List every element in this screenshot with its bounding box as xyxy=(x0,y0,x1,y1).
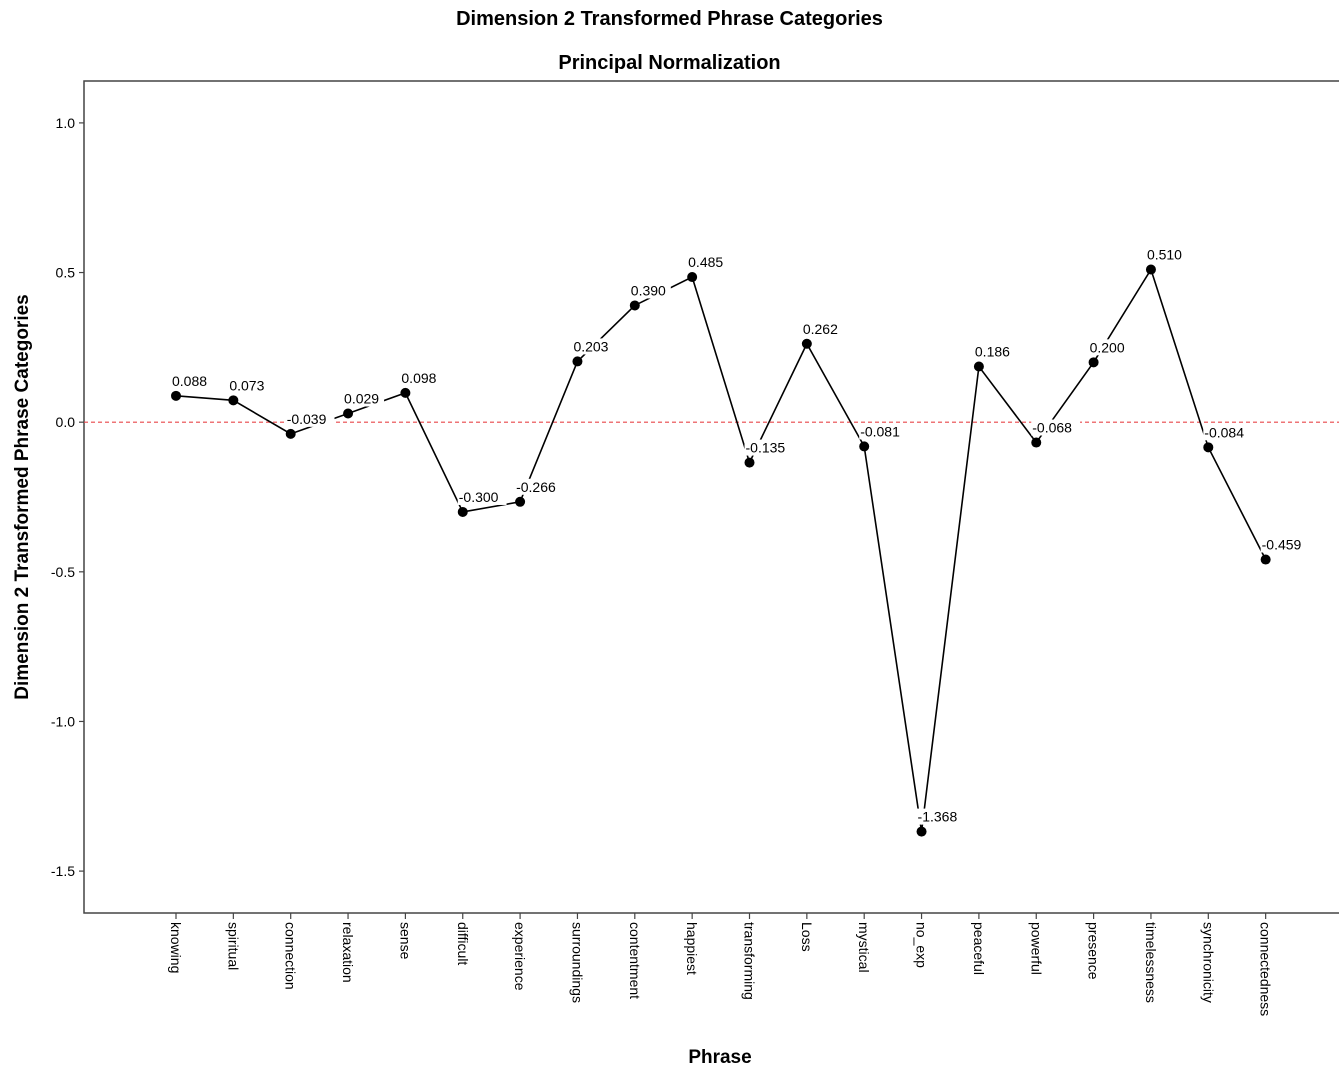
data-point xyxy=(859,441,870,452)
data-point xyxy=(228,395,239,406)
data-label: -0.266 xyxy=(516,479,556,495)
data-label-bg xyxy=(744,439,794,456)
x-axis: knowing spiritual connection relaxation sens… xyxy=(168,913,1274,1016)
x-tick-label: connectedness xyxy=(1258,922,1274,1016)
data-label-bg xyxy=(916,808,966,825)
y-axis: 1.0 0.5 0.0 -0.5 -1.0 -1.5 xyxy=(51,115,84,879)
x-axis-title: Phrase xyxy=(688,1047,751,1068)
data-label-bg xyxy=(973,343,1015,360)
data-label: -0.084 xyxy=(1204,424,1244,440)
data-point xyxy=(1088,357,1099,368)
data-label: 0.186 xyxy=(975,344,1010,360)
data-point xyxy=(916,826,927,837)
data-label: -0.068 xyxy=(1032,420,1072,436)
x-tick-label: relaxation xyxy=(340,922,356,983)
y-tick-label: 0.0 xyxy=(56,414,76,430)
data-label-bg xyxy=(859,423,908,440)
data-point xyxy=(629,300,640,311)
x-tick-label: no_exp xyxy=(914,922,930,968)
y-axis-title: Dimension 2 Transformed Phrase Categorie… xyxy=(12,294,33,699)
data-label: 0.073 xyxy=(229,377,264,393)
data-point xyxy=(400,387,411,398)
x-tick-label: surroundings xyxy=(569,922,585,1003)
x-tick-label: knowing xyxy=(168,922,184,973)
x-tick-label: contentment xyxy=(627,922,643,999)
data-label: -0.135 xyxy=(746,440,786,456)
x-tick-label: happiest xyxy=(684,922,700,975)
y-tick-label: -1.0 xyxy=(51,713,75,729)
x-tick-label: sense xyxy=(397,922,413,960)
data-label: 0.390 xyxy=(631,282,666,298)
data-label: 0.200 xyxy=(1090,339,1125,355)
x-tick-label: spiritual xyxy=(225,922,241,970)
data-label-bg xyxy=(400,369,442,386)
data-point xyxy=(973,361,984,372)
data-point xyxy=(457,506,468,517)
x-tick-label: connection xyxy=(283,922,299,990)
data-label: 0.203 xyxy=(573,338,608,354)
series-line xyxy=(175,267,1267,832)
data-label-bg xyxy=(285,410,335,427)
y-tick-label: 1.0 xyxy=(56,115,76,131)
data-label: 0.029 xyxy=(344,391,379,407)
data-label: 0.098 xyxy=(401,370,436,386)
data-label-bg xyxy=(515,478,564,495)
data-point xyxy=(687,272,698,283)
y-tick-label: 0.5 xyxy=(56,265,76,281)
data-point xyxy=(515,496,526,507)
plot-frame xyxy=(83,80,1339,914)
data-label: -1.368 xyxy=(918,809,958,825)
data-label: -0.300 xyxy=(459,489,499,505)
x-tick-label: timelessness xyxy=(1143,922,1159,1003)
x-tick-label: presence xyxy=(1086,922,1102,980)
x-tick-label: powerful xyxy=(1028,922,1044,975)
data-point xyxy=(343,408,354,419)
data-point xyxy=(1145,264,1156,275)
x-tick-label: synchronicity xyxy=(1200,922,1216,1003)
data-label-bg xyxy=(1260,536,1310,553)
x-tick-label: mystical xyxy=(856,922,872,973)
data-point xyxy=(171,390,181,401)
data-label: -0.459 xyxy=(1262,537,1302,553)
data-label-bg xyxy=(171,372,212,389)
x-tick-label: experience xyxy=(512,922,528,991)
data-label: 0.510 xyxy=(1147,247,1182,263)
data-point xyxy=(744,457,755,468)
data-label-bg xyxy=(1088,339,1130,356)
data-point xyxy=(1260,554,1271,565)
data-point xyxy=(572,356,583,367)
data-label-bg xyxy=(572,338,614,355)
data-label: 0.485 xyxy=(688,254,723,270)
x-tick-label: Loss xyxy=(799,922,815,952)
data-label-bg xyxy=(801,320,843,337)
data-label-bg xyxy=(1203,424,1253,441)
data-label-bg xyxy=(687,254,729,271)
data-label-bg xyxy=(1031,419,1081,436)
data-label-bg xyxy=(1145,246,1187,263)
y-tick-label: -1.5 xyxy=(51,863,75,879)
data-points xyxy=(171,264,1271,837)
data-point xyxy=(285,428,296,439)
chart-title: Dimension 2 Transformed Phrase Categorie… xyxy=(456,8,883,30)
data-label: -0.081 xyxy=(860,423,900,439)
data-label: 0.262 xyxy=(803,321,838,337)
data-label-bg xyxy=(457,488,507,505)
x-tick-label: transforming xyxy=(742,922,758,1000)
x-tick-label: difficult xyxy=(455,922,471,965)
data-point xyxy=(801,338,812,349)
data-label-bg xyxy=(629,282,671,299)
data-label: 0.088 xyxy=(172,373,207,389)
data-label-bg xyxy=(343,390,385,407)
data-point xyxy=(1203,442,1214,453)
x-tick-label: peaceful xyxy=(971,922,987,975)
chart-subtitle: Principal Normalization xyxy=(558,52,781,74)
data-label-bg xyxy=(228,377,270,394)
data-label: -0.039 xyxy=(287,411,327,427)
data-point xyxy=(1031,437,1042,448)
data-labels: 0.088 0.073 -0.039 0.029 0.098 -0.300 -0.266 0.… xyxy=(171,246,1310,825)
y-tick-label: -0.5 xyxy=(51,564,75,580)
